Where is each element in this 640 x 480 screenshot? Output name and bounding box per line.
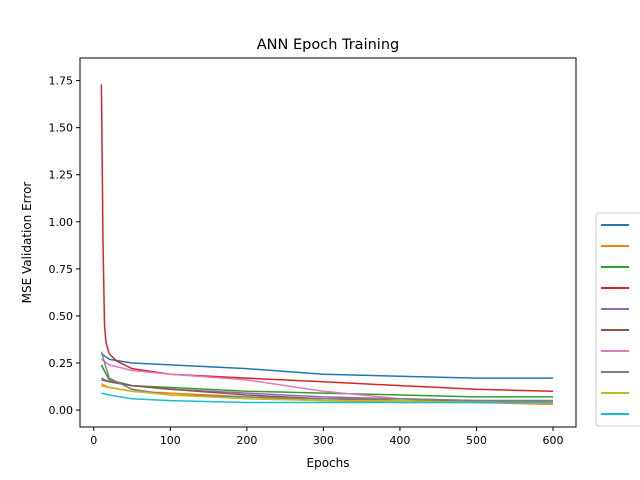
y-tick-label: 0.50: [49, 310, 74, 323]
y-tick-label: 0.25: [49, 357, 74, 370]
legend-frame: [595, 212, 640, 427]
plot-frame: [79, 57, 577, 428]
x-tick-label: 0: [90, 434, 97, 447]
y-tick-label: 1.25: [49, 169, 74, 182]
series-layer: [100, 84, 554, 406]
x-axis-label: Epochs: [307, 456, 350, 470]
y-axis-label: MSE Validation Error: [20, 182, 34, 304]
series-line-8: [100, 351, 553, 402]
y-tick-label: 1.50: [49, 122, 74, 135]
y-tick-label: 0.00: [49, 404, 74, 417]
x-tick-label: 600: [543, 434, 564, 447]
y-tick-label: 1.75: [49, 75, 74, 88]
x-tick-label: 100: [160, 434, 181, 447]
y-axis: 0.00 0.25 0.50 0.75 1.00 1.25 1.50 1.75: [49, 75, 80, 417]
chart-title: ANN Epoch Training: [257, 37, 399, 53]
x-tick-label: 300: [313, 434, 334, 447]
x-tick-label: 400: [389, 434, 410, 447]
y-tick-label: 0.75: [49, 263, 74, 276]
series-line-10: [101, 392, 553, 404]
x-tick-label: 200: [236, 434, 257, 447]
x-axis: 0 100 200 300 400 500 600: [90, 427, 564, 447]
x-tick-label: 500: [466, 434, 487, 447]
legend: [595, 212, 640, 427]
series-line-4: [100, 84, 554, 392]
y-tick-label: 1.00: [49, 216, 74, 229]
